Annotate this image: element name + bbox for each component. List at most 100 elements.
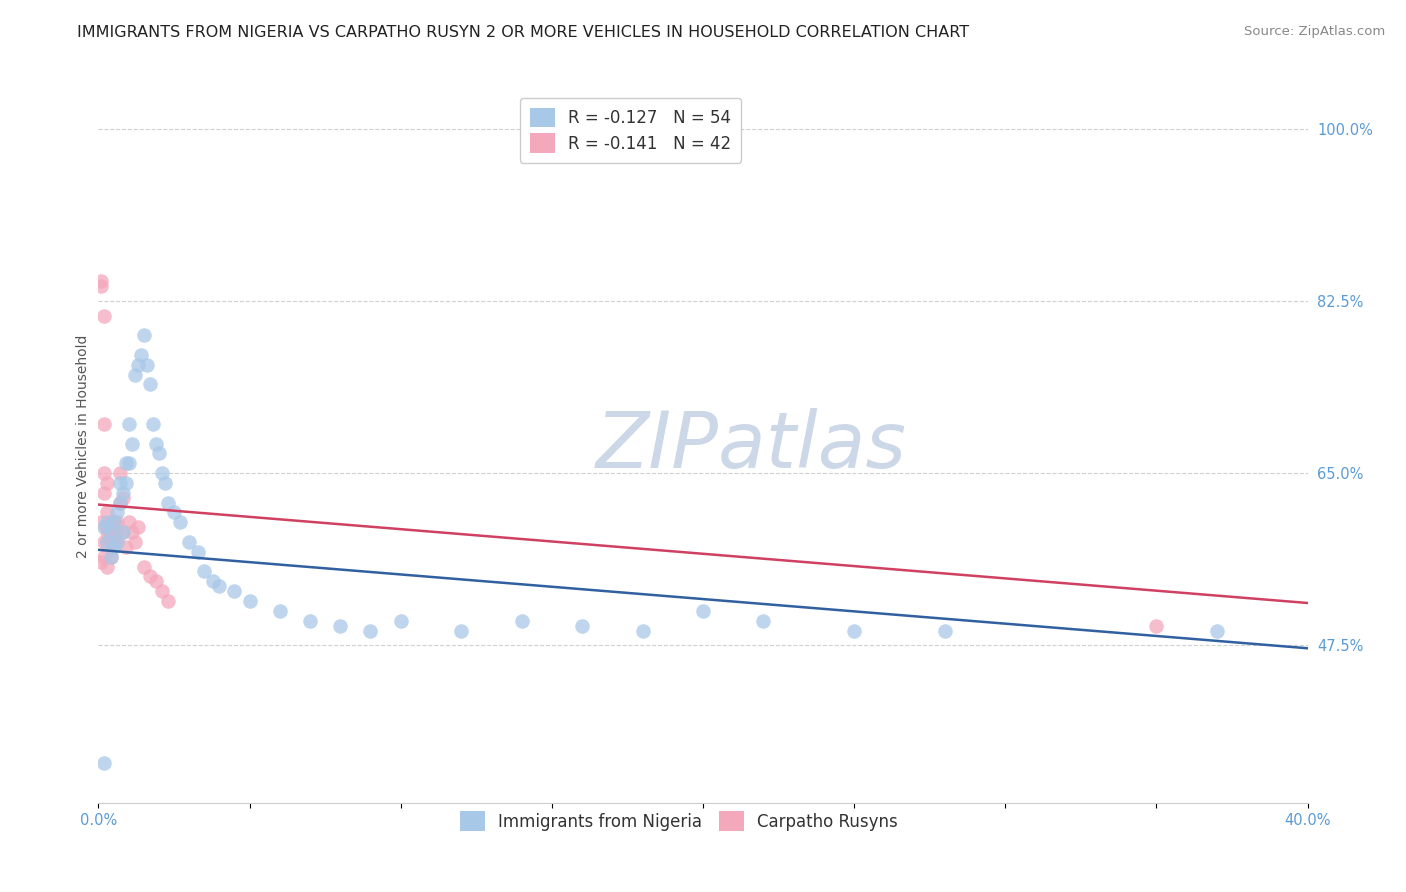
Point: [148, 446, 170, 460]
Point: [127, 358, 149, 372]
Point: [124, 368, 146, 382]
Point: [100, 549, 122, 564]
Point: [100, 535, 122, 549]
Point: [114, 456, 136, 470]
Point: [111, 525, 134, 540]
Point: [111, 525, 134, 540]
Point: [103, 525, 125, 540]
Point: [111, 491, 134, 505]
Point: [93, 309, 115, 323]
Point: [105, 535, 128, 549]
Point: [163, 505, 186, 519]
Point: [139, 377, 162, 392]
Point: [1144, 618, 1167, 632]
Point: [389, 614, 412, 628]
Text: ZIPatlas: ZIPatlas: [596, 408, 907, 484]
Point: [179, 535, 201, 549]
Point: [108, 495, 131, 509]
Y-axis label: 2 or more Vehicles in Household: 2 or more Vehicles in Household: [76, 334, 90, 558]
Point: [105, 505, 128, 519]
Point: [103, 535, 125, 549]
Point: [100, 516, 122, 530]
Point: [208, 579, 231, 593]
Point: [93, 485, 115, 500]
Point: [105, 525, 128, 540]
Point: [269, 604, 291, 618]
Point: [145, 574, 167, 589]
Point: [103, 540, 125, 554]
Point: [93, 535, 115, 549]
Point: [90, 274, 112, 288]
Point: [360, 624, 382, 638]
Point: [90, 279, 112, 293]
Point: [118, 417, 141, 431]
Point: [96, 520, 118, 534]
Point: [105, 516, 128, 530]
Point: [96, 535, 118, 549]
Text: IMMIGRANTS FROM NIGERIA VS CARPATHO RUSYN 2 OR MORE VEHICLES IN HOUSEHOLD CORREL: IMMIGRANTS FROM NIGERIA VS CARPATHO RUSY…: [77, 25, 970, 40]
Point: [124, 535, 146, 549]
Point: [156, 594, 179, 608]
Point: [103, 516, 125, 530]
Point: [118, 456, 141, 470]
Point: [239, 594, 262, 608]
Point: [187, 545, 209, 559]
Point: [90, 555, 112, 569]
Point: [100, 549, 122, 564]
Point: [329, 618, 352, 632]
Point: [631, 624, 654, 638]
Point: [114, 540, 136, 554]
Point: [100, 525, 122, 540]
Point: [510, 614, 533, 628]
Point: [93, 466, 115, 480]
Point: [139, 569, 162, 583]
Point: [450, 624, 472, 638]
Point: [108, 495, 131, 509]
Point: [93, 756, 115, 771]
Legend: Immigrants from Nigeria, Carpatho Rusyns: Immigrants from Nigeria, Carpatho Rusyns: [453, 805, 904, 838]
Point: [145, 436, 167, 450]
Point: [108, 466, 131, 480]
Text: Source: ZipAtlas.com: Source: ZipAtlas.com: [1244, 25, 1385, 38]
Point: [202, 574, 225, 589]
Point: [224, 584, 246, 599]
Point: [103, 516, 125, 530]
Point: [844, 624, 866, 638]
Point: [93, 520, 115, 534]
Point: [934, 624, 956, 638]
Point: [156, 495, 179, 509]
Point: [108, 475, 131, 490]
Point: [100, 525, 122, 540]
Point: [129, 348, 152, 362]
Point: [752, 614, 775, 628]
Point: [132, 559, 155, 574]
Point: [96, 535, 118, 549]
Point: [299, 614, 322, 628]
Point: [96, 525, 118, 540]
Point: [114, 475, 136, 490]
Point: [150, 584, 173, 599]
Point: [118, 516, 141, 530]
Point: [153, 475, 176, 490]
Point: [1206, 624, 1229, 638]
Point: [93, 549, 115, 564]
Point: [96, 475, 118, 490]
Point: [121, 436, 143, 450]
Point: [121, 525, 143, 540]
Point: [96, 559, 118, 574]
Point: [142, 417, 165, 431]
Point: [692, 604, 714, 618]
Point: [193, 565, 215, 579]
Point: [93, 417, 115, 431]
Point: [111, 485, 134, 500]
Point: [132, 328, 155, 343]
Point: [571, 618, 593, 632]
Point: [90, 516, 112, 530]
Point: [135, 358, 157, 372]
Point: [103, 516, 125, 530]
Point: [169, 516, 191, 530]
Point: [96, 505, 118, 519]
Point: [150, 466, 173, 480]
Point: [105, 535, 128, 549]
Point: [96, 516, 118, 530]
